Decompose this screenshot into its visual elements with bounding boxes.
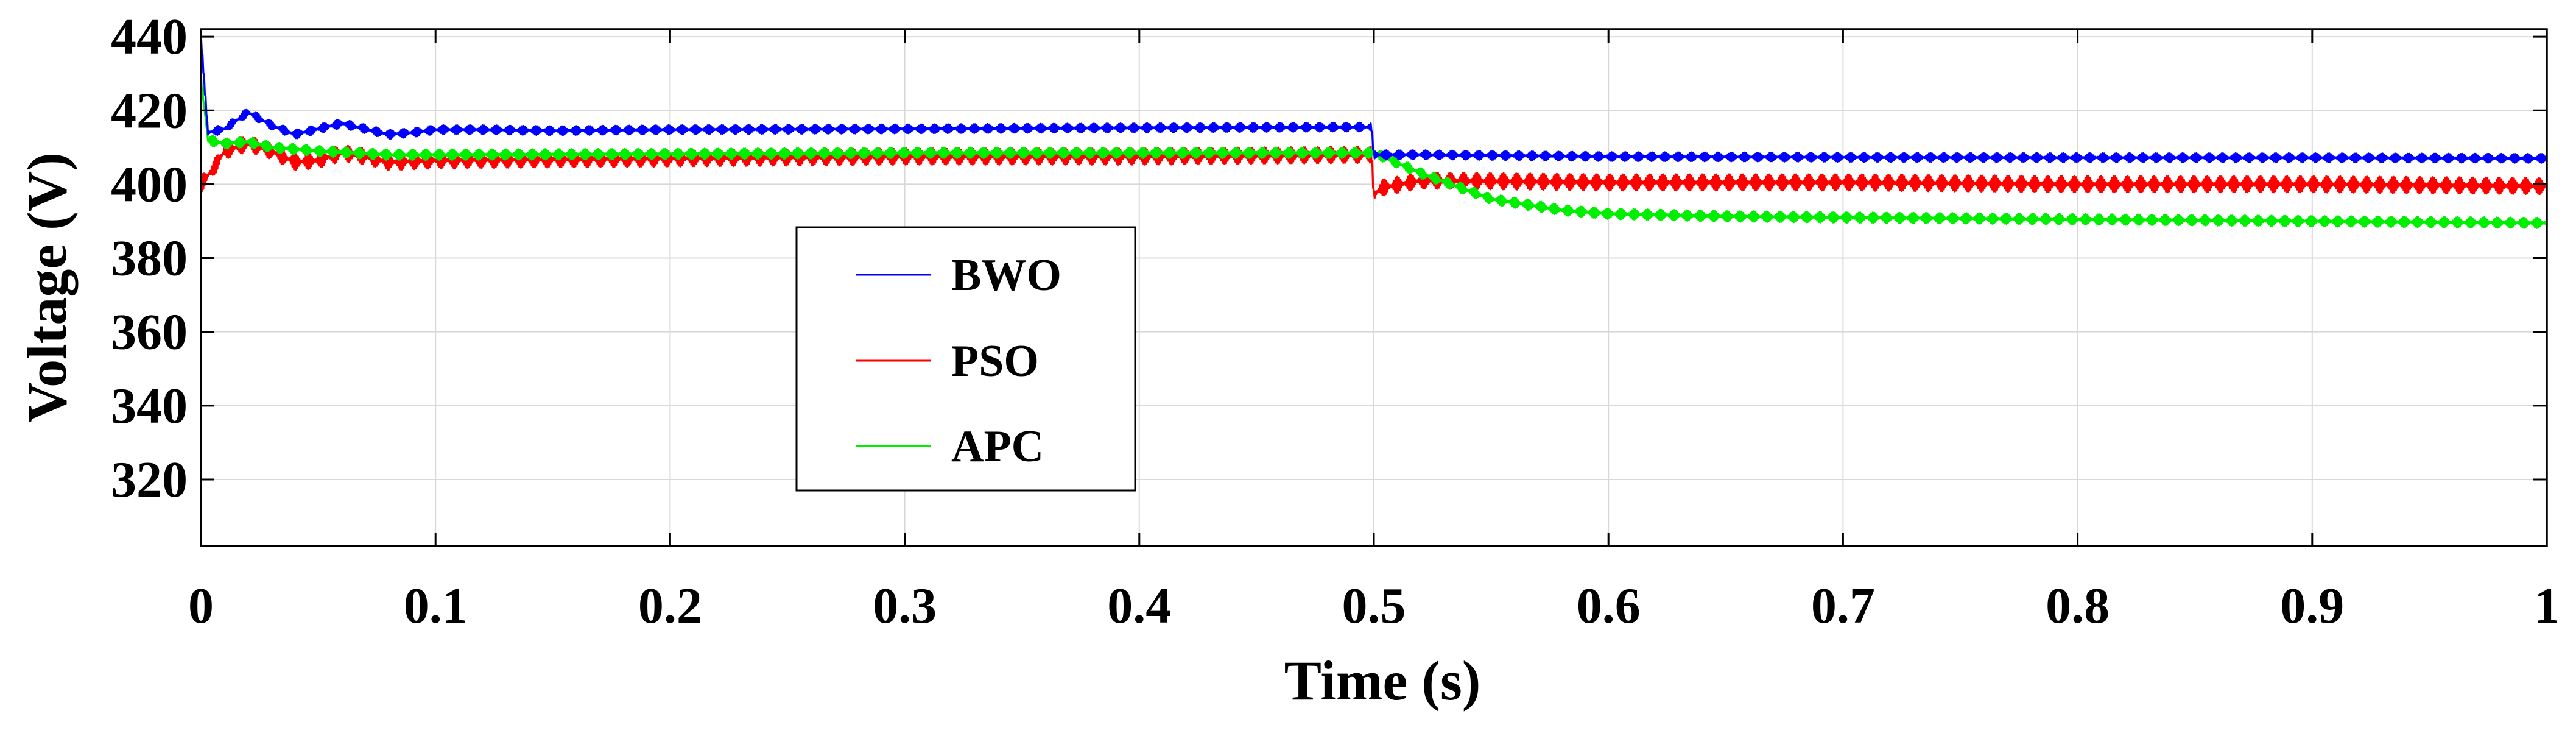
series-layer <box>200 34 2548 229</box>
y-axis-title: Voltage (V) <box>16 152 78 423</box>
y-tick-label: 400 <box>111 156 188 213</box>
y-tick-label: 440 <box>111 9 188 65</box>
y-tick-label: 380 <box>111 230 188 287</box>
x-tick-label: 0.1 <box>404 578 468 634</box>
series-line-bwo <box>200 34 2548 164</box>
x-tick-label: 0.7 <box>1811 578 1875 634</box>
x-tick-label: 0.9 <box>2280 578 2344 634</box>
y-tick-label: 360 <box>111 304 188 361</box>
x-tick-labels: 0 0.1 0.2 0.3 0.4 0.5 0.6 0.7 0.8 0.9 1 <box>188 578 2560 634</box>
y-tick-label: 420 <box>111 82 188 139</box>
x-tick-label: 0.2 <box>638 578 702 634</box>
series-line-pso <box>200 136 2548 199</box>
tick-marks <box>200 29 2548 546</box>
x-tick-label: 0.6 <box>1577 578 1641 634</box>
legend-label-pso: PSO <box>951 336 1039 386</box>
legend: BWO PSO APC <box>795 226 1136 492</box>
legend-box <box>795 226 1136 492</box>
x-tick-label: 0.4 <box>1107 578 1171 634</box>
legend-label-bwo: BWO <box>951 250 1061 300</box>
y-tick-labels: 320 340 360 380 400 420 440 <box>111 9 188 508</box>
x-tick-label: 0.3 <box>873 578 937 634</box>
x-tick-label: 1 <box>2534 578 2560 634</box>
x-axis-title: Time (s) <box>1284 649 1481 712</box>
x-tick-label: 0.5 <box>1342 578 1406 634</box>
legend-label-apc: APC <box>951 422 1044 472</box>
y-tick-label: 340 <box>111 378 188 434</box>
x-tick-label: 0 <box>188 578 214 634</box>
y-tick-label: 320 <box>111 451 188 508</box>
x-tick-label: 0.8 <box>2046 578 2110 634</box>
